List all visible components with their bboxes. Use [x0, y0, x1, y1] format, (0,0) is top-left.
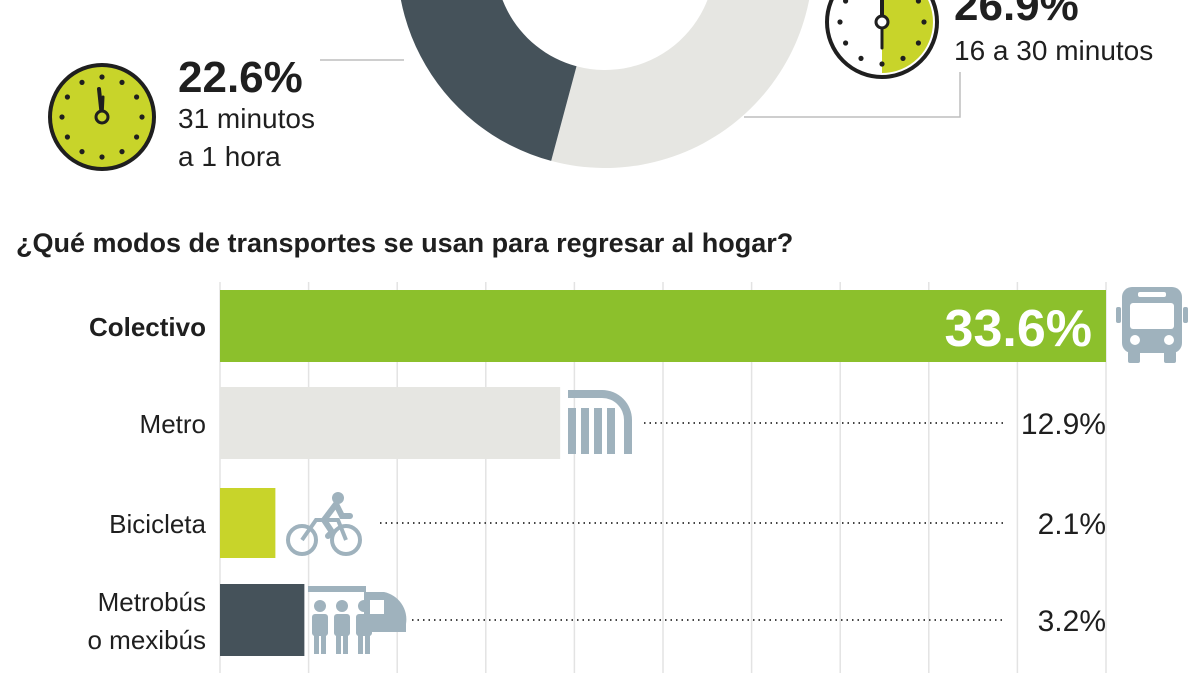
callout-left: 22.6% 31 minutos a 1 hora [48, 53, 404, 172]
metrobus-icon [308, 586, 407, 654]
value-label: 3.2% [1038, 605, 1106, 638]
bar-4 [220, 584, 305, 656]
category-label: Bicicleta [109, 509, 206, 539]
bar-series [220, 290, 1106, 656]
category-label: Colectivo [89, 312, 206, 342]
bicycle-icon [286, 492, 362, 556]
clock-icon [825, 0, 939, 79]
category-label: o mexibús [88, 625, 207, 655]
callout-left-line-1: 31 minutos [178, 103, 315, 134]
donut-segment-light [551, 0, 810, 168]
bus-icon [1116, 287, 1188, 363]
callout-left-line-2: a 1 hora [178, 141, 281, 172]
value-label: 2.1% [1038, 508, 1106, 541]
callout-right-line-1: 16 a 30 minutos [954, 35, 1153, 66]
bar-2 [220, 387, 561, 459]
value-label: 12.9% [1021, 408, 1106, 441]
clock-icon [48, 63, 156, 171]
chart-title: ¿Qué modos de transportes se usan para r… [16, 228, 793, 258]
category-label: Metrobús [98, 587, 206, 617]
callout-right-leader [744, 72, 961, 118]
callout-right: 26.9% 16 a 30 minutos [744, 0, 1153, 118]
bar-labels: Colectivo 33.6% Metro 12.9% Bicicleta 2.1% Met… [88, 300, 1107, 655]
category-label: Metro [140, 409, 206, 439]
callout-right-value: 26.9% [954, 0, 1079, 30]
mode-icons [286, 287, 1188, 654]
value-label: 33.6% [945, 300, 1092, 358]
bar-3 [220, 488, 276, 558]
callout-left-value: 22.6% [178, 53, 303, 102]
donut-segment-dark [400, 0, 577, 161]
metro-icon [568, 390, 632, 454]
donut-chart [400, 0, 810, 168]
bar-1 [220, 290, 1106, 362]
